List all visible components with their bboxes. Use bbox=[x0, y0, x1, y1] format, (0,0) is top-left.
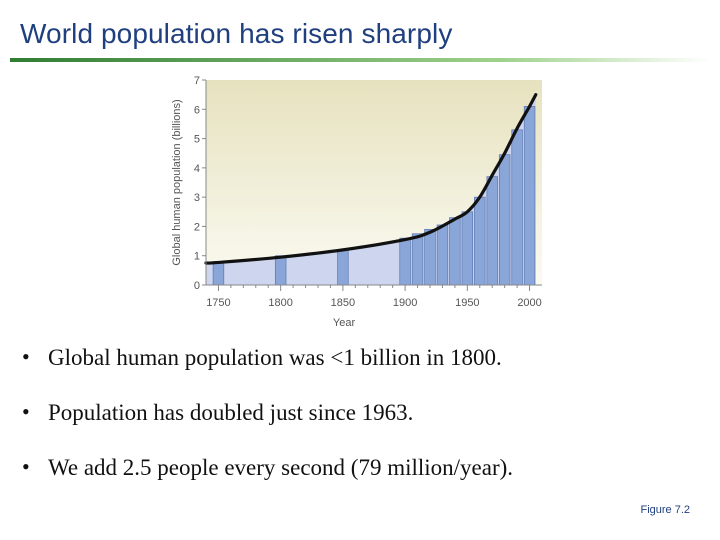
x-tick-label: 1750 bbox=[206, 297, 230, 309]
y-axis-label: Global human population (billions) bbox=[171, 99, 183, 265]
bullet-text: We add 2.5 people every second (79 milli… bbox=[48, 455, 514, 480]
y-tick-label: 4 bbox=[194, 163, 200, 175]
figure-reference: Figure 7.2 bbox=[640, 504, 690, 516]
bullet-item: • Global human population was <1 billion … bbox=[22, 344, 513, 372]
y-tick-label: 6 bbox=[194, 104, 200, 116]
bullet-dot: • bbox=[22, 399, 30, 424]
population-bar bbox=[511, 129, 523, 286]
population-bar bbox=[474, 196, 486, 286]
y-tick-label: 3 bbox=[194, 192, 200, 204]
y-tick-label: 1 bbox=[194, 251, 200, 263]
population-bar bbox=[498, 154, 511, 286]
population-chart: 0 1 2 3 4 5 6 7 1750 1800 1850 1900 1950 2000 Year Glob… bbox=[171, 75, 542, 329]
population-bar bbox=[212, 261, 225, 286]
x-axis-label: Year bbox=[333, 317, 356, 329]
population-bar bbox=[411, 233, 424, 286]
population-bar bbox=[399, 237, 411, 286]
bullet-list: • Global human population was <1 billion … bbox=[22, 344, 513, 509]
population-bar bbox=[486, 176, 498, 286]
x-tick-label: 2000 bbox=[517, 297, 541, 309]
y-tick-label: 2 bbox=[194, 221, 200, 233]
population-bar bbox=[523, 106, 536, 286]
population-curve bbox=[204, 93, 538, 265]
bullet-dot: • bbox=[22, 344, 30, 369]
bullet-item: • We add 2.5 people every second (79 mill… bbox=[22, 454, 513, 482]
slide-title: World population has risen sharply bbox=[20, 18, 453, 49]
x-tick-label: 1850 bbox=[331, 297, 355, 309]
population-bar bbox=[449, 217, 461, 286]
bullet-text: Population has doubled just since 1963. bbox=[48, 400, 414, 425]
y-tick-label: 5 bbox=[194, 134, 200, 146]
bullet-dot: • bbox=[22, 454, 30, 479]
population-bar bbox=[274, 255, 287, 286]
x-tick-label: 1800 bbox=[268, 297, 292, 309]
population-bar bbox=[436, 224, 449, 286]
bullet-item: • Population has doubled just since 1963. bbox=[22, 399, 513, 427]
population-bar bbox=[424, 229, 436, 286]
title-underline bbox=[10, 58, 710, 62]
population-bar bbox=[461, 211, 474, 286]
population-bar bbox=[337, 249, 349, 286]
y-tick-label: 7 bbox=[194, 75, 200, 87]
x-tick-label: 1950 bbox=[455, 297, 479, 309]
y-tick-label: 0 bbox=[194, 280, 200, 292]
x-tick-label: 1900 bbox=[393, 297, 417, 309]
bullet-text: Global human population was <1 billion i… bbox=[48, 345, 502, 370]
